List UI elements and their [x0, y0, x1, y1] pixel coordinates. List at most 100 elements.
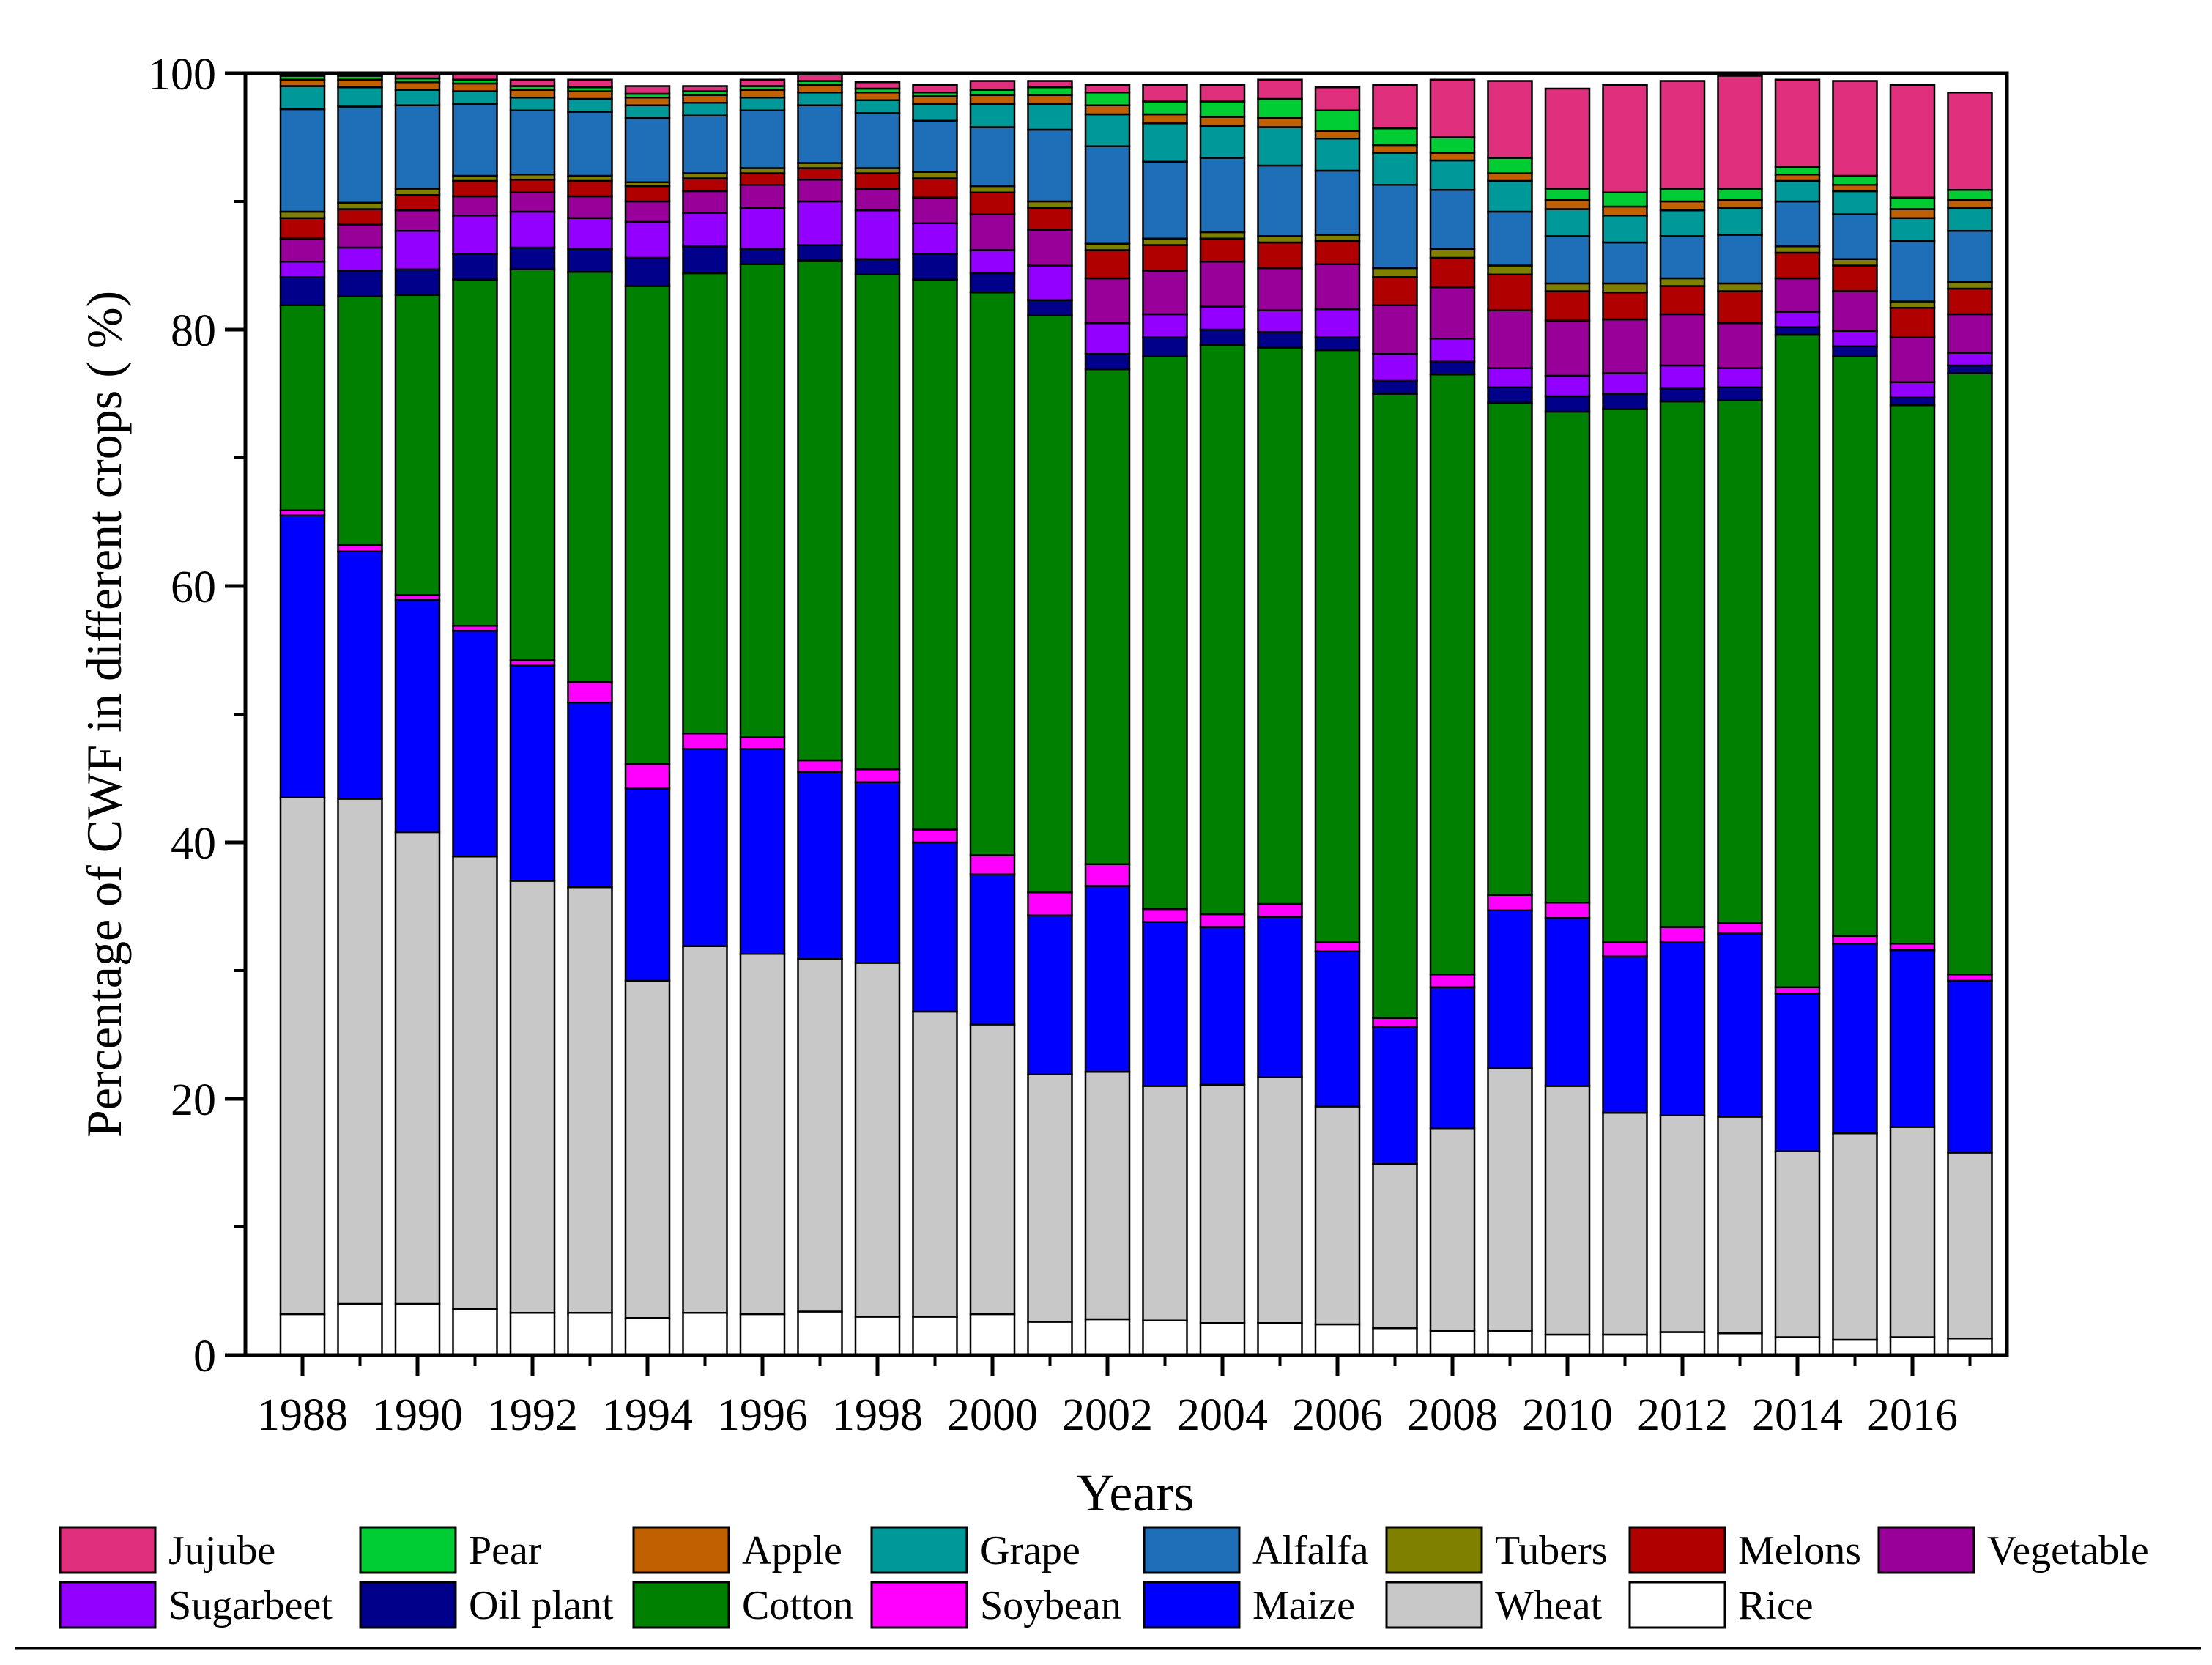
- bar-segment-maize-2003: [1142, 921, 1188, 1087]
- bar-segment-apple-1995: [682, 94, 728, 104]
- bar-segment-jujube-2009: [1487, 80, 1533, 159]
- bar-segment-wheat-1990: [394, 831, 441, 1305]
- bar-segment-alfalfa-1999: [912, 119, 958, 173]
- bar-segment-sugarbeet-1998: [854, 209, 901, 260]
- bar-segment-maize-2013: [1717, 932, 1763, 1118]
- bar-segment-alfalfa-2009: [1487, 210, 1533, 267]
- bar-segment-sugarbeet-2003: [1142, 313, 1188, 338]
- bar-segment-jujube-2000: [969, 80, 1016, 91]
- bar-segment-soybean-2003: [1142, 908, 1188, 923]
- legend-swatch-alfalfa: [1143, 1526, 1241, 1574]
- legend-label-alfalfa: Alfalfa: [1252, 1528, 1369, 1573]
- bar-segment-melons-2006: [1314, 240, 1361, 265]
- bar-segment-oil-plant-2016: [1889, 396, 1936, 407]
- bar-segment-rice-1988: [279, 1313, 326, 1357]
- bar-segment-grape-1989: [337, 86, 383, 108]
- bar-segment-sugarbeet-2017: [1947, 352, 1993, 367]
- bar-segment-rice-2013: [1717, 1332, 1763, 1357]
- bar-segment-maize-2002: [1084, 885, 1131, 1073]
- bar-segment-pear-2017: [1947, 189, 1993, 201]
- bar-segment-cotton-1988: [279, 304, 326, 511]
- bar-segment-grape-1997: [797, 92, 843, 106]
- bar-segment-alfalfa-1996: [739, 109, 786, 169]
- bar-segment-vegetable-2015: [1832, 290, 1878, 332]
- bar-segment-jujube-2006: [1314, 86, 1361, 111]
- bar-segment-oil-plant-2011: [1602, 393, 1648, 410]
- bar-segment-vegetable-2006: [1314, 263, 1361, 311]
- bar-segment-melons-1990: [394, 194, 441, 212]
- bar-segment-sugarbeet-2014: [1774, 311, 1821, 328]
- bar-segment-jujube-1997: [797, 73, 843, 82]
- bar-segment-maize-1998: [854, 781, 901, 964]
- bar-segment-soybean-1998: [854, 768, 901, 783]
- bar-segment-wheat-2012: [1659, 1114, 1706, 1333]
- bar-segment-oil-plant-2001: [1027, 299, 1073, 316]
- x-tick-label: 2016: [1867, 1390, 1958, 1440]
- bar-segment-melons-2001: [1027, 207, 1073, 231]
- bar-segment-vegetable-2016: [1889, 336, 1936, 383]
- bar-segment-cotton-1991: [452, 278, 498, 627]
- legend-swatch-vegetable: [1877, 1526, 1975, 1574]
- bar-segment-vegetable-2004: [1199, 261, 1246, 308]
- bar-segment-vegetable-2014: [1774, 277, 1821, 313]
- legend-label-melons: Melons: [1738, 1528, 1861, 1573]
- bar-segment-tubers-2011: [1602, 282, 1648, 294]
- bar-segment-rice-2001: [1027, 1321, 1073, 1357]
- x-tick-label: 2010: [1522, 1390, 1613, 1440]
- bar-segment-rice-2015: [1832, 1338, 1878, 1357]
- bar-segment-vegetable-1991: [452, 195, 498, 217]
- bar-segment-sugarbeet-1991: [452, 215, 498, 255]
- bar-segment-rice-2002: [1084, 1318, 1131, 1357]
- bar-segment-rice-1991: [452, 1308, 498, 1357]
- bar-segment-oil-plant-2003: [1142, 336, 1188, 357]
- bar-segment-vegetable-2010: [1544, 319, 1591, 377]
- bar-segment-wheat-2011: [1602, 1112, 1648, 1336]
- bar-segment-cotton-2008: [1429, 374, 1476, 976]
- bar-segment-wheat-1997: [797, 958, 843, 1313]
- bar-segment-oil-plant-1997: [797, 244, 843, 262]
- legend-swatch-maize: [1143, 1581, 1241, 1629]
- bar-segment-alfalfa-2003: [1142, 160, 1188, 240]
- bar-segment-wheat-1993: [567, 886, 613, 1314]
- bar-segment-apple-1996: [739, 89, 786, 99]
- bar-segment-vegetable-2009: [1487, 309, 1533, 369]
- bar-segment-pear-2003: [1142, 100, 1188, 116]
- y-tick-label: 20: [171, 1075, 216, 1125]
- bar-segment-melons-1999: [912, 177, 958, 199]
- bar-segment-jujube-2012: [1659, 80, 1706, 190]
- bar-segment-pear-2001: [1027, 86, 1073, 96]
- bar-segment-rice-1993: [567, 1312, 613, 1357]
- bar-segment-apple-1990: [394, 81, 441, 91]
- bar-segment-alfalfa-2002: [1084, 145, 1131, 245]
- legend-label-vegetable: Vegetable: [1987, 1528, 2149, 1573]
- bar-segment-cotton-2007: [1372, 393, 1418, 1019]
- bars-layer: [279, 72, 1993, 1357]
- bar-segment-rice-2009: [1487, 1330, 1533, 1357]
- bar-segment-melons-2012: [1659, 285, 1706, 316]
- bar-segment-jujube-1994: [624, 85, 671, 95]
- bar-segment-alfalfa-2014: [1774, 200, 1821, 248]
- bar-segment-melons-1996: [739, 172, 786, 186]
- legend-label-maize: Maize: [1252, 1583, 1355, 1628]
- bar-segment-sugarbeet-1999: [912, 222, 958, 255]
- bar-segment-alfalfa-2005: [1257, 164, 1303, 237]
- x-tick-label: 1992: [487, 1390, 578, 1440]
- x-tick-label: 1998: [832, 1390, 923, 1440]
- bar-segment-rice-2011: [1602, 1333, 1648, 1357]
- bar-segment-sugarbeet-1997: [797, 200, 843, 246]
- bar-segment-oil-plant-2017: [1947, 364, 1993, 374]
- bar-segment-jujube-2001: [1027, 80, 1073, 89]
- bar-segment-alfalfa-2017: [1947, 230, 1993, 283]
- bar-segment-jujube-1996: [739, 78, 786, 87]
- bar-segment-grape-1988: [279, 85, 326, 111]
- bar-segment-pear-2013: [1717, 188, 1763, 201]
- bar-segment-cotton-1995: [682, 272, 728, 735]
- bar-segment-rice-2000: [969, 1313, 1016, 1357]
- bar-segment-sugarbeet-2006: [1314, 308, 1361, 338]
- bar-segment-tubers-1988: [279, 210, 326, 219]
- bar-segment-maize-2012: [1659, 941, 1706, 1116]
- bar-segment-vegetable-2001: [1027, 229, 1073, 267]
- bar-segment-melons-1992: [509, 179, 556, 193]
- bar-segment-grape-2014: [1774, 179, 1821, 203]
